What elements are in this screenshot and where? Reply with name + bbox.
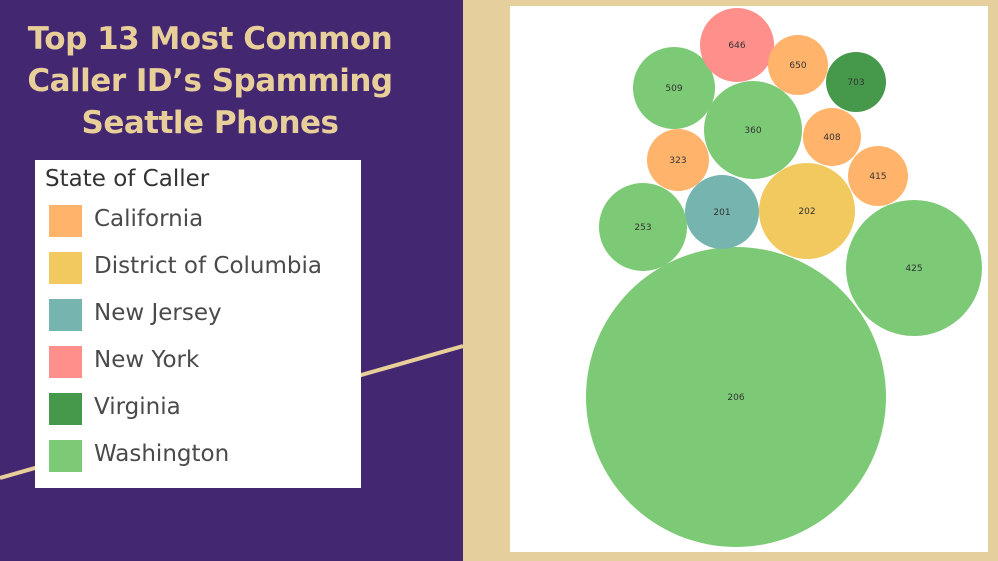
legend-item-california: California xyxy=(49,203,359,239)
legend-swatch xyxy=(49,346,82,378)
bubble-label-509: 509 xyxy=(665,84,682,94)
bubble-label-202: 202 xyxy=(798,207,815,217)
legend-label: Virginia xyxy=(94,394,181,420)
legend-label: District of Columbia xyxy=(94,253,322,279)
bubble-label-253: 253 xyxy=(634,223,651,233)
bubble-202 xyxy=(759,163,855,259)
legend-swatch xyxy=(49,252,82,284)
bubble-label-646: 646 xyxy=(728,41,745,51)
legend-item-new-york: New York xyxy=(49,344,359,380)
bubble-425 xyxy=(846,200,982,336)
legend-item-virginia: Virginia xyxy=(49,391,359,427)
bubble-label-415: 415 xyxy=(869,172,886,182)
bubble-201 xyxy=(685,175,759,249)
title-line-3: Seattle Phones xyxy=(81,105,339,141)
bubble-360 xyxy=(704,81,802,179)
bubble-253 xyxy=(599,183,687,271)
legend-item-district-of-columbia: District of Columbia xyxy=(49,250,359,286)
title-line-1: Top 13 Most Common xyxy=(27,21,393,57)
legend-title: State of Caller xyxy=(45,166,210,192)
title-line-2: Caller ID’s Spamming xyxy=(27,63,393,99)
legend-label: California xyxy=(94,206,204,232)
legend-swatch xyxy=(49,440,82,472)
bubble-label-323: 323 xyxy=(669,156,686,166)
legend-swatch xyxy=(49,393,82,425)
bubble-chart: 206 425 202 360 201 253 509 646 650 703 408 415 323 xyxy=(586,8,982,547)
legend-label: Washington xyxy=(94,441,230,467)
bubble-label-425: 425 xyxy=(905,264,922,274)
legend-label: New York xyxy=(94,347,200,373)
bubble-415 xyxy=(848,146,908,206)
bubble-323 xyxy=(647,129,709,191)
bubble-703 xyxy=(826,52,886,112)
legend-item-washington: Washington xyxy=(49,438,359,474)
legend-item-new-jersey: New Jersey xyxy=(49,297,359,333)
page-title: Top 13 Most Common Caller ID’s Spamming … xyxy=(0,18,420,144)
bubble-label-703: 703 xyxy=(847,78,864,88)
bubble-label-206: 206 xyxy=(727,393,744,403)
bubble-650 xyxy=(768,35,828,95)
bubble-chart-panel: 206 425 202 360 201 253 509 646 650 703 408 415 323 xyxy=(510,6,988,552)
legend-swatch xyxy=(49,299,82,331)
legend: State of Caller California District of C… xyxy=(35,160,361,488)
bubble-206 xyxy=(586,247,886,547)
bubble-label-650: 650 xyxy=(789,61,806,71)
bubble-408 xyxy=(803,108,861,166)
bubble-label-201: 201 xyxy=(713,208,730,218)
bubble-509 xyxy=(633,47,715,129)
legend-swatch xyxy=(49,205,82,237)
bubble-label-408: 408 xyxy=(823,133,840,143)
bubble-label-360: 360 xyxy=(744,126,761,136)
legend-label: New Jersey xyxy=(94,300,222,326)
bubble-646 xyxy=(700,8,774,82)
left-panel: Top 13 Most Common Caller ID’s Spamming … xyxy=(0,0,463,561)
